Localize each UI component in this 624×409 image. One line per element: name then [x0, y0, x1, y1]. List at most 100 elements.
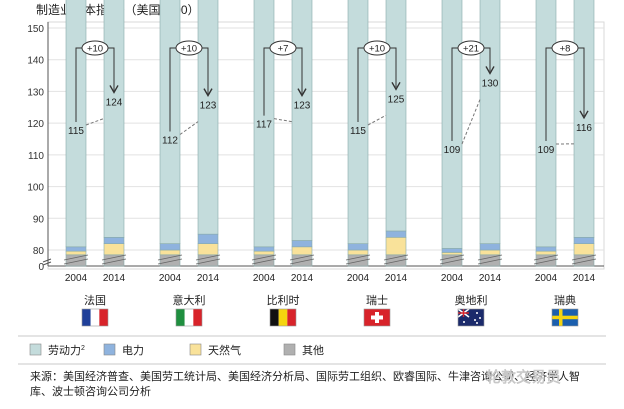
change-label: +10	[87, 44, 103, 55]
y-zero-label: 0	[38, 262, 44, 273]
country-label: 比利时	[267, 294, 300, 307]
bar-segment	[253, 250, 275, 256]
bar-segment	[573, 243, 595, 256]
bar-segment	[253, 0, 275, 248]
y-tick-label: 130	[27, 87, 44, 98]
change-arrowhead	[203, 88, 213, 98]
bar-segment	[291, 246, 313, 256]
legend-label: 天然气	[208, 343, 241, 357]
legend-label: 电力	[122, 344, 144, 357]
legend-swatch	[283, 343, 296, 356]
bar-segment	[385, 0, 407, 232]
switzerland-flag-icon	[363, 308, 391, 327]
x-year-label: 2004	[347, 273, 370, 284]
bar-segment	[291, 0, 313, 241]
bar-break-mark	[195, 254, 221, 265]
bar-total-label: 109	[444, 145, 461, 156]
y-tick-label: 90	[33, 214, 45, 225]
x-year-label: 2014	[385, 273, 408, 284]
bar-segment	[347, 243, 369, 251]
change-arrowhead	[297, 88, 307, 98]
bar-segment	[385, 230, 407, 238]
change-arrowhead	[485, 66, 495, 75]
y-tick-label: 110	[28, 151, 44, 162]
y-tick-label: 150	[27, 24, 44, 35]
bar-total-label: 109	[538, 145, 555, 156]
trend-connector	[367, 114, 387, 126]
bar-break-mark	[571, 254, 597, 265]
x-year-label: 2014	[197, 273, 220, 284]
change-arrowhead	[391, 81, 401, 91]
change-label: +10	[181, 44, 197, 55]
bar-break-mark	[383, 254, 409, 265]
bar-segment	[103, 0, 125, 238]
bar-break-mark	[477, 254, 503, 265]
bar-segment	[253, 246, 275, 252]
country-label: 瑞典	[554, 293, 576, 307]
bar-break-mark	[345, 254, 371, 265]
bar-segment	[441, 248, 463, 253]
change-badge	[269, 40, 297, 56]
x-year-label: 2004	[535, 273, 558, 284]
bar-break-mark	[533, 254, 559, 265]
bar-break-mark	[439, 254, 465, 265]
bar-total-label: 123	[200, 101, 217, 112]
y-tick-label: 140	[27, 56, 44, 67]
bar-break-mark	[251, 254, 277, 265]
bar-segment	[197, 243, 219, 256]
bar-segment	[291, 240, 313, 248]
y-tick-label: 80	[33, 246, 45, 257]
bar-segment	[479, 249, 501, 256]
axis-break-mark	[42, 258, 52, 266]
bar-segment	[65, 246, 87, 252]
y-tick-label: 100	[27, 183, 44, 194]
bar-segment	[479, 0, 501, 244]
x-year-label: 2014	[573, 273, 596, 284]
bar-segment	[103, 237, 125, 244]
change-badge	[457, 40, 485, 56]
x-year-label: 2014	[291, 273, 314, 284]
trend-connector	[179, 121, 199, 135]
bar-total-label: 115	[68, 126, 84, 137]
bar-total-label: 112	[162, 136, 178, 147]
bar-segment	[197, 0, 219, 235]
bar-break-mark	[63, 254, 89, 265]
change-badge	[175, 40, 203, 56]
trend-connector	[85, 117, 105, 126]
change-label: +7	[278, 44, 289, 55]
bar-segment	[65, 250, 87, 256]
austria-flag-icon	[457, 308, 485, 327]
bar-break-mark	[157, 254, 183, 265]
change-badge	[551, 40, 579, 56]
x-year-label: 2014	[479, 273, 502, 284]
x-year-label: 2004	[253, 273, 276, 284]
legend-label: 劳动力2	[48, 344, 85, 357]
france-flag-icon	[81, 308, 109, 327]
watermark: 轮敦交易员	[486, 369, 562, 386]
italy-flag-icon	[175, 308, 203, 327]
country-label: 瑞士	[366, 293, 388, 307]
change-label: +10	[369, 44, 385, 55]
bar-segment	[103, 243, 125, 256]
source-note: 来源：美国经济普查、美国劳工统计局、美国经济分析局、国际劳工组织、欧睿国际、牛津…	[30, 371, 580, 398]
x-year-label: 2004	[159, 273, 182, 284]
bar-total-label: 124	[106, 97, 123, 108]
bar-total-label: 123	[294, 101, 311, 112]
trend-connector	[461, 99, 481, 145]
bar-segment	[573, 237, 595, 244]
bar-segment	[385, 237, 407, 256]
x-year-label: 2014	[103, 273, 126, 284]
legend-swatch	[29, 343, 42, 356]
change-label: +8	[560, 44, 571, 55]
bar-segment	[159, 249, 181, 256]
legend-label: 其他	[302, 344, 324, 357]
bar-break-mark	[289, 254, 315, 265]
country-label: 意大利	[173, 293, 206, 307]
plot-area	[47, 21, 605, 270]
bar-total-label: 130	[482, 78, 499, 89]
sweden-flag-icon	[551, 308, 579, 327]
legend-swatch	[103, 343, 116, 356]
country-label: 奥地利	[455, 293, 488, 307]
bar-segment	[441, 252, 463, 256]
